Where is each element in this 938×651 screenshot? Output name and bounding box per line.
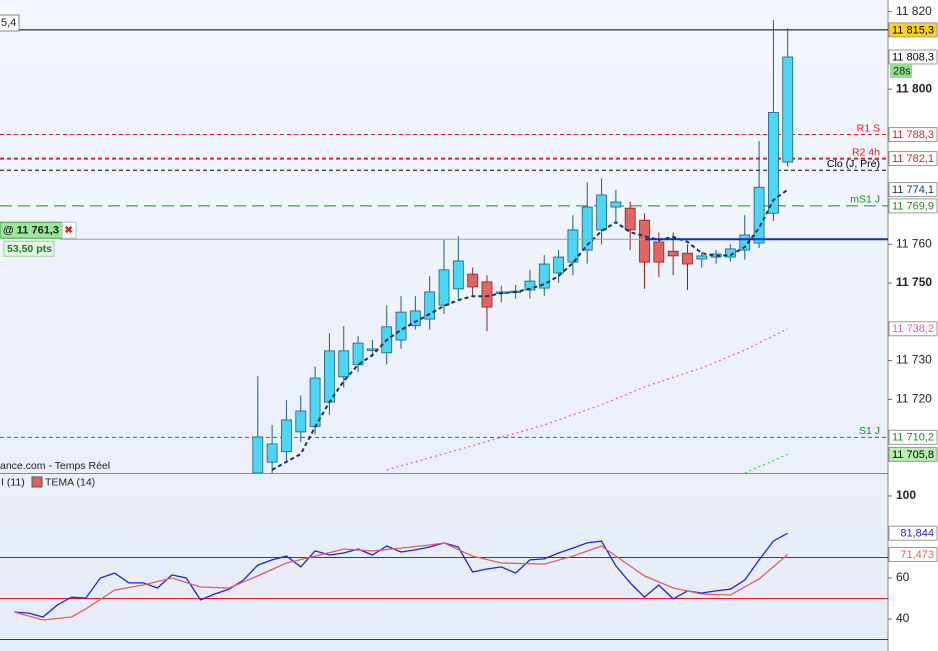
candle-body xyxy=(667,250,679,257)
candle-body xyxy=(768,112,779,214)
candle-body xyxy=(653,241,665,263)
level-label: S1 J xyxy=(859,425,880,437)
countdown-box xyxy=(890,63,912,78)
axis-value-box xyxy=(888,127,938,143)
y-tick-label: 100 xyxy=(896,488,916,502)
close-position-box[interactable] xyxy=(61,221,77,239)
candle-body xyxy=(452,260,464,290)
axis-value-box xyxy=(888,321,938,337)
candle-body xyxy=(696,255,708,260)
candle-body xyxy=(739,234,751,251)
level-label: mS1 J xyxy=(850,194,880,206)
candle-body xyxy=(610,201,622,208)
candle-body xyxy=(596,194,607,231)
y-tick-label: 60 xyxy=(896,570,910,584)
candle-body xyxy=(481,281,493,308)
axis-value-label: 11 738,2 xyxy=(892,323,934,335)
axis-value-box xyxy=(888,151,938,167)
axis-value-label: 11 815,3 xyxy=(892,24,934,36)
y-tick-label: 11 720 xyxy=(896,392,932,406)
candle-body xyxy=(438,269,450,306)
level-label: R2 4h xyxy=(852,146,880,158)
position-label: @ 11 761,3 xyxy=(3,225,59,237)
candle-body xyxy=(725,248,736,258)
y-tick-label: 11 820 xyxy=(896,4,932,18)
candle-body xyxy=(424,291,436,320)
series-line xyxy=(14,542,789,621)
series-line xyxy=(271,188,789,471)
level-label: R1 S xyxy=(857,122,880,134)
candle-body xyxy=(395,311,407,341)
pnl-label: 53,50 pts xyxy=(7,243,52,255)
candle-body xyxy=(409,310,421,327)
axis-value-label: 11 774,1 xyxy=(892,184,934,196)
candle-body xyxy=(338,350,350,378)
axis-value-label: 71,473 xyxy=(900,549,934,561)
candle-body xyxy=(682,252,693,265)
y-tick-label: 40 xyxy=(896,611,910,625)
legend-label: I (11) xyxy=(1,476,25,488)
candle-body xyxy=(295,410,307,433)
pnl-box xyxy=(3,240,55,257)
axis-value-label: 11 782,1 xyxy=(892,153,934,165)
corner-box xyxy=(0,14,20,32)
y-tick-label: 11 800 xyxy=(896,81,932,95)
axis-value-box xyxy=(888,446,938,462)
axis-value-label: 11 710,2 xyxy=(892,432,934,444)
y-tick-label: 11 750 xyxy=(896,275,932,289)
axis-value-box xyxy=(888,49,938,65)
candle-body xyxy=(581,206,593,251)
candle-body xyxy=(538,263,550,289)
plot-background xyxy=(0,0,888,651)
candle-body xyxy=(524,280,536,291)
legend-label: TEMA (14) xyxy=(45,476,95,488)
axis-value-box xyxy=(888,546,938,562)
axis-value-box xyxy=(888,429,938,445)
axis-value-box xyxy=(888,182,938,198)
axis-value-box xyxy=(888,198,938,214)
axis-value-label: 11 705,8 xyxy=(892,449,934,461)
candle-body xyxy=(567,229,579,263)
level-label: Clo (J, Pré) xyxy=(827,158,880,170)
candle-body xyxy=(624,207,636,231)
y-tick-label: 11 730 xyxy=(896,353,932,367)
candle-body xyxy=(281,419,292,453)
overlay: 11 820 11 800 11 760 11 750 11 730 11 720 11 8… xyxy=(0,4,938,625)
candle-body xyxy=(467,273,479,288)
candle-body xyxy=(352,342,364,366)
axis-value-label: 11 788,3 xyxy=(892,129,934,141)
axis-value-label: 11 769,9 xyxy=(892,200,934,212)
candle-body xyxy=(782,56,794,163)
countdown: 28s xyxy=(893,65,911,77)
series-line xyxy=(14,532,789,618)
price-pane xyxy=(0,20,888,473)
axis-value-box xyxy=(888,22,938,38)
axis-value-box xyxy=(888,525,938,541)
candle-body xyxy=(553,256,564,274)
candle-body xyxy=(252,436,264,473)
y-tick-label: 11 760 xyxy=(896,236,932,250)
candle-body xyxy=(753,186,765,244)
series-line xyxy=(386,328,788,471)
candle-body xyxy=(266,443,278,463)
axis-value-label: 11 808,3 xyxy=(892,51,934,63)
axis-value-label: 81,844 xyxy=(900,528,934,540)
source-label: ance.com - Temps Réel xyxy=(0,460,110,472)
candle-body xyxy=(639,219,650,263)
legend-swatch xyxy=(31,476,43,488)
indicator-pane xyxy=(0,532,888,641)
close-position[interactable]: ✖ xyxy=(64,225,73,237)
corner-label: 5,4 xyxy=(1,17,16,29)
candle-body xyxy=(324,350,335,403)
